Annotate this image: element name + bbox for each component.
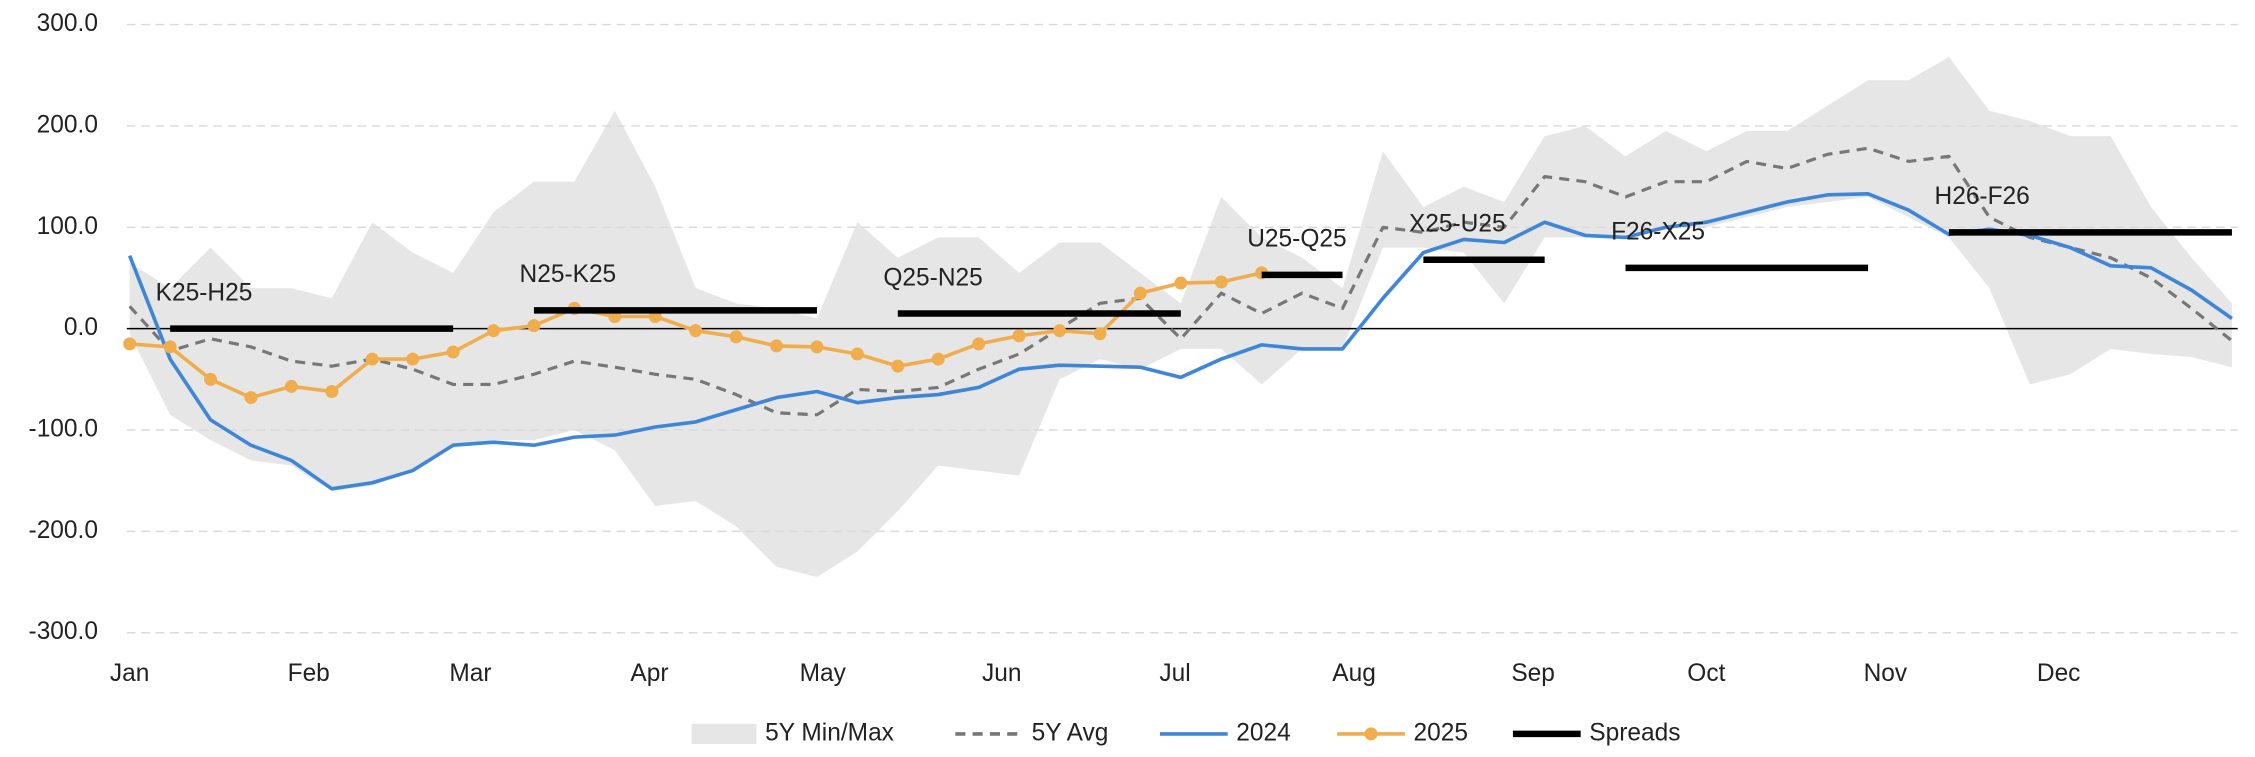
x-tick-label: Oct	[1687, 660, 1725, 687]
point	[1093, 327, 1107, 341]
point	[810, 340, 824, 354]
point	[1012, 329, 1026, 343]
x-tick-label: Sep	[1511, 660, 1555, 687]
spread-label: X25-U25	[1409, 211, 1506, 238]
point	[770, 339, 784, 353]
legend-swatch	[691, 723, 757, 744]
point	[689, 324, 703, 338]
x-tick-label: Nov	[1864, 660, 1908, 687]
point	[325, 385, 339, 399]
legend-label: 2024	[1236, 719, 1290, 746]
series-line	[128, 192, 2233, 491]
legend-label: Spreads	[1589, 719, 1680, 746]
point	[163, 340, 177, 354]
x-tick-label: May	[800, 660, 847, 687]
spread-label: Q25-N25	[883, 264, 982, 291]
point	[1053, 324, 1067, 338]
point	[284, 379, 298, 393]
point	[527, 319, 541, 333]
point	[446, 345, 460, 359]
y-tick-label: -100.0	[29, 415, 98, 442]
point	[1133, 286, 1147, 300]
x-tick-label: Aug	[1332, 660, 1376, 687]
y-tick-label: 200.0	[37, 111, 98, 138]
point	[487, 324, 501, 338]
point	[891, 359, 905, 373]
point	[1174, 276, 1188, 290]
spread-label: U25-Q25	[1247, 226, 1346, 253]
y-tick-label: 100.0	[37, 213, 98, 240]
y-tick-label: 300.0	[37, 10, 98, 37]
x-tick-label: Dec	[2037, 660, 2081, 687]
legend-label: 2025	[1414, 719, 1468, 746]
min-max-band	[129, 56, 2232, 578]
point	[365, 352, 379, 366]
point	[850, 347, 864, 361]
legend-marker	[1364, 727, 1378, 741]
y-tick-label: -200.0	[29, 517, 98, 544]
point	[123, 337, 137, 351]
point	[204, 372, 218, 386]
spread-label: H26-F26	[1935, 183, 2030, 210]
x-tick-label: Apr	[630, 660, 668, 687]
point	[406, 352, 420, 366]
y-tick-label: -300.0	[29, 618, 98, 645]
spread-label: K25-H25	[156, 279, 253, 306]
point	[1214, 275, 1228, 289]
x-tick-label: Feb	[288, 660, 330, 687]
x-tick-label: Mar	[449, 660, 491, 687]
x-tick-label: Jul	[1159, 660, 1190, 687]
point	[244, 391, 258, 405]
legend-label: 5Y Min/Max	[765, 719, 894, 746]
x-tick-label: Jun	[982, 660, 1021, 687]
spread-label: F26-X25	[1611, 219, 1705, 246]
spread-label: N25-K25	[520, 261, 617, 288]
x-tick-label: Jan	[110, 660, 149, 687]
point	[931, 352, 945, 366]
point	[972, 337, 986, 351]
y-tick-label: 0.0	[64, 314, 98, 341]
series-line	[128, 146, 2233, 417]
point	[729, 330, 743, 344]
legend-label: 5Y Avg	[1032, 719, 1109, 746]
